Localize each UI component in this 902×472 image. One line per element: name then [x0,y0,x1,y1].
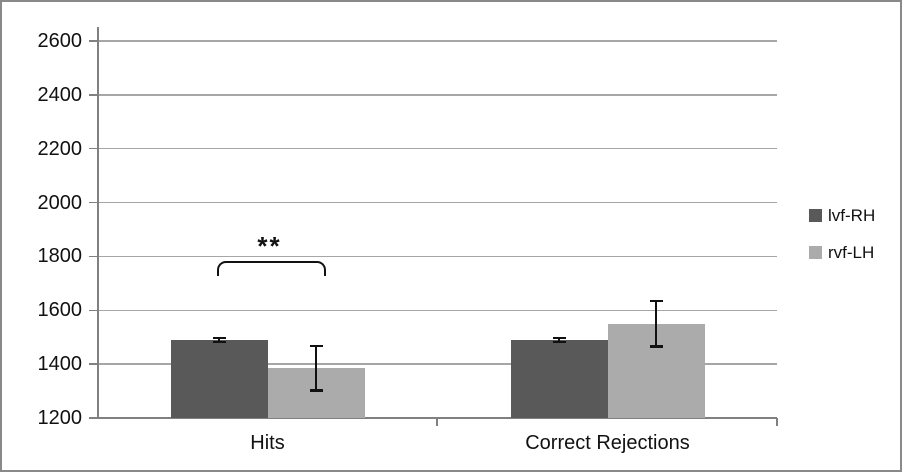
significance-stars: ** [257,231,282,261]
gridline [97,363,777,365]
error-bar-line [315,345,317,391]
error-bar-line [218,337,220,343]
y-axis-tick [89,147,97,150]
legend-entry-lvf-rh: lvf-RH [809,207,875,224]
error-bar-cap [212,340,226,344]
gridline [97,147,777,150]
x-axis-line [89,417,777,419]
error-bar-cap [309,389,323,392]
y-axis-tick-label: 2000 [37,191,83,214]
y-axis-tick-label: 1400 [37,353,83,376]
gridline [97,40,777,42]
y-axis-tick-label: 1200 [37,407,83,429]
y-axis-tick-label: 2600 [37,30,83,52]
gridline [97,255,777,258]
y-axis-tick [89,255,97,258]
x-axis-category-label: Correct Rejections [525,432,690,454]
y-axis-tick-label: 2200 [37,137,83,160]
legend-label: rvf-LH [828,243,875,262]
y-axis-tick-label: 1800 [37,245,83,268]
x-axis-tick [436,418,438,426]
error-bar-line [655,300,657,347]
error-bar-cap [552,336,566,339]
error-bar-cap [649,299,663,303]
error-bar-line [558,337,560,343]
error-bar-cap [552,340,566,344]
y-axis-tick [89,94,97,96]
legend-entry-rvf-lh: rvf-LH [809,244,874,261]
significance-bracket [217,261,326,276]
gridline [97,94,777,96]
y-axis-tick [89,40,97,42]
y-axis-tick-label: 2400 [37,83,83,106]
error-bar-cap [212,336,226,339]
legend-swatch-icon [809,209,822,222]
y-axis-tick [89,363,97,365]
legend-label: lvf-RH [828,206,876,225]
x-axis-category-label: Hits [250,432,285,454]
error-bar-cap [309,344,323,348]
y-axis-tick [89,309,97,312]
y-axis-tick-label: 1600 [37,299,83,322]
gridline [97,309,777,312]
bar-lvf-rh-hits [170,339,268,418]
error-bar-cap [649,345,663,348]
bar-lvf-rh-correct-rejections [510,339,608,418]
gridline [97,201,777,204]
y-axis-tick [89,201,97,204]
legend-swatch-icon [809,246,822,259]
y-axis-line [97,27,99,418]
x-axis-tick [776,418,778,426]
